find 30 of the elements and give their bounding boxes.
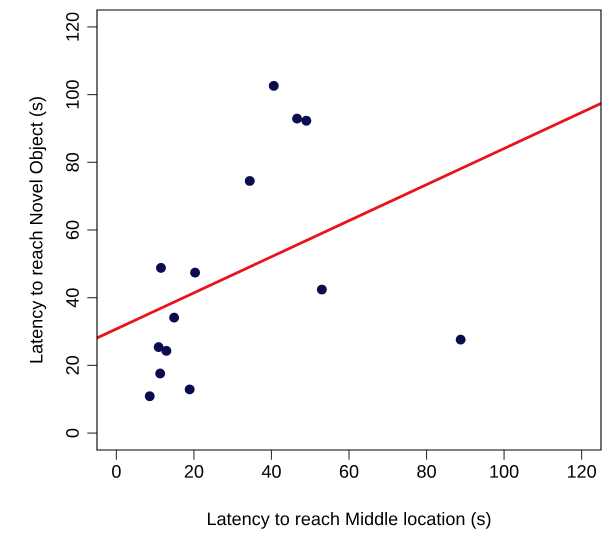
- point: [316, 284, 327, 295]
- y-axis-title: Latency to reach Novel Object (s): [29, 97, 46, 362]
- x-tick-label: 80: [417, 465, 436, 478]
- x-axis-title: Latency to reach Middle location (s): [208, 512, 490, 529]
- point: [144, 391, 155, 402]
- y-tick-label: 0: [66, 428, 79, 438]
- y-tick-label: 40: [66, 288, 79, 308]
- point: [184, 384, 195, 394]
- x-tick-label: 0: [112, 465, 121, 478]
- point: [244, 176, 255, 186]
- point: [190, 268, 200, 278]
- y-tick-label: 20: [66, 356, 79, 375]
- x-tick-label: 120: [568, 465, 596, 478]
- point: [456, 334, 466, 345]
- point: [156, 262, 166, 273]
- point: [268, 80, 279, 91]
- x-tick-label: 20: [184, 465, 204, 478]
- point: [292, 114, 302, 124]
- y-tick-label: 120: [66, 12, 79, 41]
- point: [169, 312, 180, 323]
- x-tick-label: 60: [340, 465, 358, 478]
- point: [301, 116, 312, 126]
- x-tick-label: 100: [490, 465, 518, 478]
- y-tick-label: 80: [66, 152, 79, 172]
- y-tick-label: 100: [66, 80, 79, 108]
- x-tick-label: 40: [262, 465, 281, 478]
- y-tick-label: 60: [66, 220, 79, 240]
- point: [161, 346, 172, 356]
- point: [154, 342, 164, 352]
- point: [155, 368, 166, 378]
